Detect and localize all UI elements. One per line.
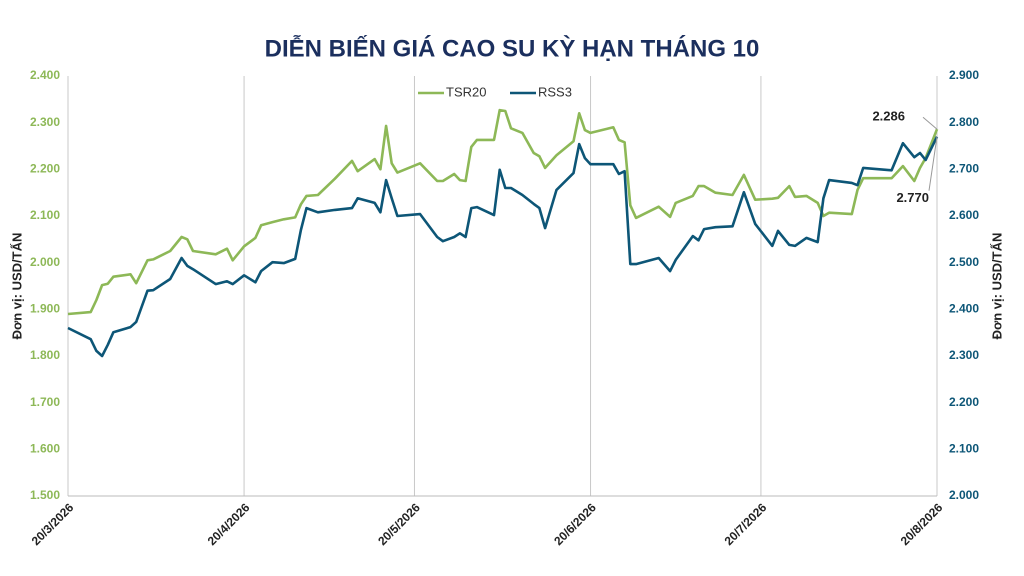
- y-tick-label: 1.800: [30, 348, 60, 362]
- y2-tick-label: 2.500: [949, 255, 979, 269]
- x-tick-label: 20/8/2026: [898, 500, 946, 548]
- y-tick-label: 2.400: [30, 68, 60, 82]
- data-label: 2.286: [872, 109, 905, 124]
- y-tick-label: 2.300: [30, 115, 60, 129]
- y-tick-label: 1.600: [30, 442, 60, 456]
- y2-tick-label: 2.900: [949, 68, 979, 82]
- series-line: [67, 108, 939, 316]
- label-leader: [922, 116, 938, 130]
- y2-tick-label: 2.300: [949, 348, 979, 362]
- series-line: [67, 136, 939, 358]
- y2-tick-label: 2.700: [949, 162, 979, 176]
- y2-tick-label: 2.800: [949, 115, 979, 129]
- chart-title: DIỄN BIẾN GIÁ CAO SU KỲ HẠN THÁNG 10: [265, 33, 760, 62]
- y-tick-label: 2.200: [30, 162, 60, 176]
- legend-label: RSS3: [538, 84, 572, 99]
- data-label: 2.770: [896, 190, 929, 205]
- legend-label: TSR20: [446, 84, 486, 99]
- y-tick-label: 1.900: [30, 302, 60, 316]
- y2-tick-label: 2.400: [949, 302, 979, 316]
- y-tick-label: 2.100: [30, 208, 60, 222]
- y2-axis-title: Đơn vị: USD/TẤN: [989, 233, 1004, 340]
- y-tick-label: 1.500: [30, 488, 60, 502]
- y2-tick-label: 2.600: [949, 208, 979, 222]
- y-tick-label: 1.700: [30, 395, 60, 409]
- x-tick-label: 20/6/2026: [551, 500, 599, 548]
- x-tick-label: 20/5/2026: [375, 500, 423, 548]
- y2-tick-label: 2.200: [949, 395, 979, 409]
- label-leader: [928, 136, 938, 191]
- y2-tick-label: 2.100: [949, 442, 979, 456]
- y-tick-label: 2.000: [30, 255, 60, 269]
- x-tick-label: 20/4/2026: [205, 500, 253, 548]
- x-tick-label: 20/7/2026: [722, 500, 770, 548]
- x-tick-label: 20/3/2026: [29, 500, 77, 548]
- y-axis-title: Đơn vị: USD/TẤN: [9, 233, 24, 340]
- y2-tick-label: 2.000: [949, 488, 979, 502]
